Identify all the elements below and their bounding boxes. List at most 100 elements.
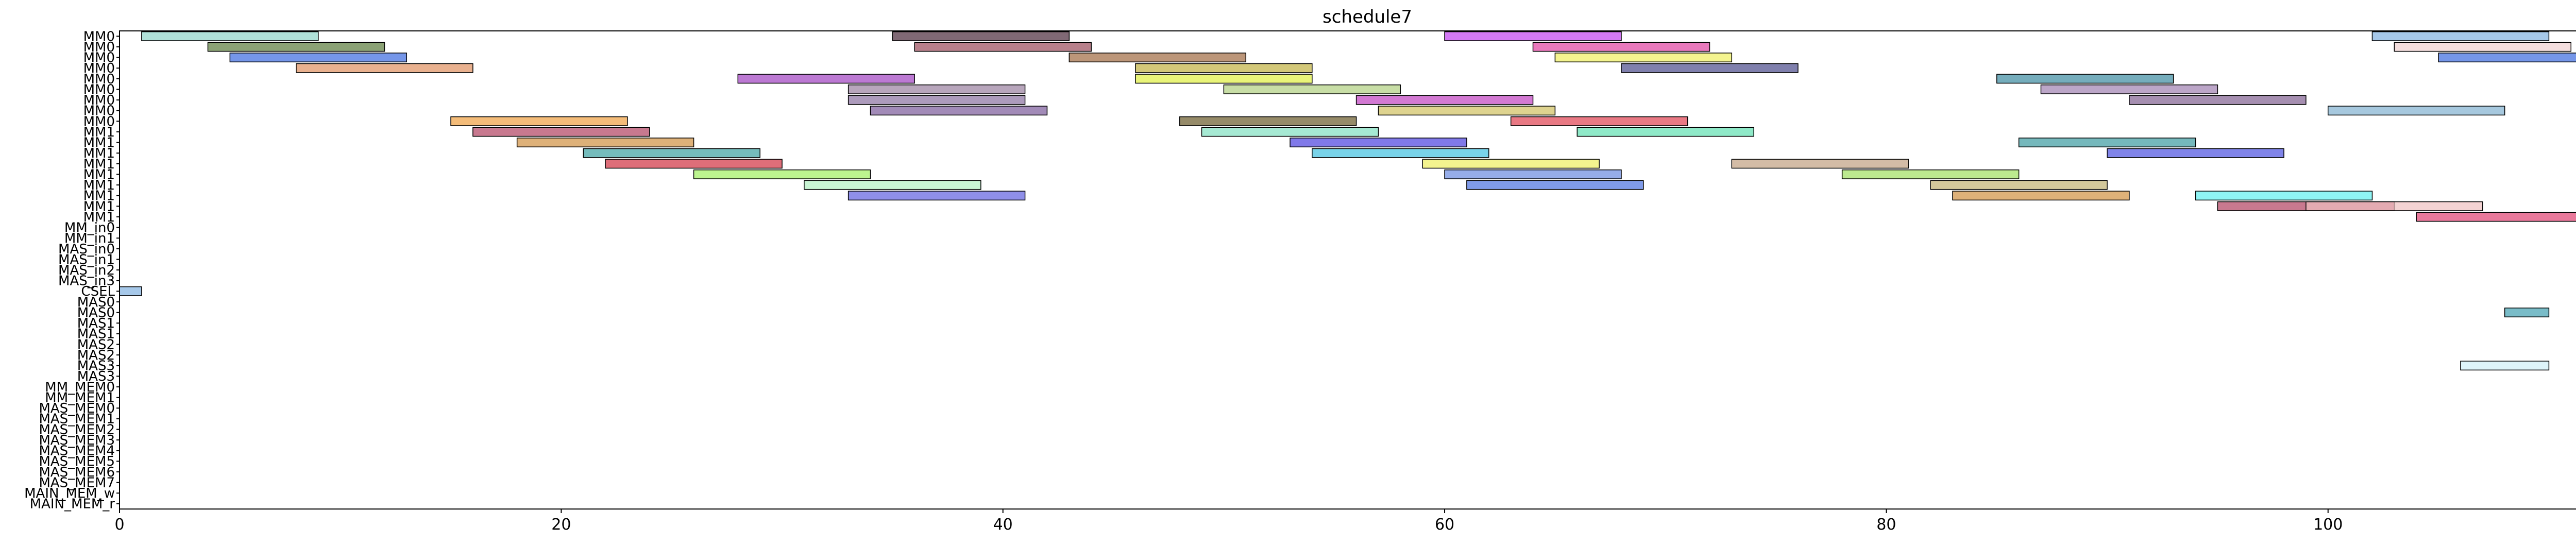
y-tick-label: MAS1 [77, 316, 115, 331]
task-bar [1422, 159, 1600, 169]
task-bar [2460, 361, 2550, 371]
y-tick-label: MAS_MEM3 [39, 433, 115, 448]
task-bar [1841, 169, 2020, 179]
task-bar [1135, 63, 1313, 73]
task-bar [1577, 127, 1754, 137]
x-tick-label: 20 [551, 516, 571, 534]
task-bar [804, 180, 981, 190]
y-tick-label: MAS3 [77, 359, 115, 374]
y-tick-label: MM_MEM0 [45, 380, 115, 395]
task-bar [1290, 138, 1467, 147]
task-bar [848, 95, 1026, 105]
y-tick-label: MM_in1 [64, 231, 115, 246]
y-tick-label: MM1 [83, 157, 115, 172]
plot-frame [119, 30, 2576, 510]
y-tick-label: MAIN_MEM_w [24, 486, 115, 501]
task-bar [1201, 127, 1379, 137]
y-tick-label: MAS_in3 [58, 274, 115, 289]
task-bar [1444, 31, 1622, 41]
x-tick-label: 80 [1876, 516, 1896, 534]
x-tick-label: 60 [1435, 516, 1454, 534]
task-bar [472, 127, 650, 137]
task-bar [119, 286, 142, 296]
y-tick-label: MAS2 [77, 337, 115, 352]
task-bar [141, 31, 319, 41]
task-bar [2438, 53, 2576, 62]
y-tick-label: MM1 [83, 135, 115, 151]
y-tick-label: MAS_MEM5 [39, 454, 115, 469]
y-tick-label: MM_in0 [64, 220, 115, 236]
task-bar [1179, 116, 1357, 126]
task-bar [870, 106, 1048, 116]
y-tick-label: MAIN_MEM_r [30, 497, 115, 512]
task-bar [2371, 31, 2550, 41]
y-tick-label: MM1 [83, 210, 115, 225]
y-tick-label: MM1 [83, 199, 115, 214]
task-bar [1466, 180, 1644, 190]
y-tick-label: MM1 [83, 189, 115, 204]
task-bar [1731, 159, 1909, 169]
y-tick-label: MM0 [83, 50, 115, 66]
y-tick-label: MAS_MEM7 [39, 475, 115, 490]
task-bar [2107, 148, 2284, 158]
y-tick-label: MAS0 [77, 295, 115, 310]
task-bar [693, 169, 871, 179]
y-tick-label: MAS_MEM6 [39, 465, 115, 480]
y-tick-label: MM1 [83, 167, 115, 182]
task-bar [229, 53, 408, 62]
task-bar [1069, 53, 1246, 62]
task-bar [2327, 106, 2505, 116]
task-bar [2129, 95, 2307, 105]
y-tick-label: MAS_in0 [58, 242, 115, 257]
task-bar [207, 42, 385, 52]
x-tick-label: 0 [114, 516, 124, 534]
y-tick-label: MM0 [83, 29, 115, 44]
task-bar [892, 31, 1070, 41]
y-tick-label: MAS_in2 [58, 263, 115, 278]
task-bar [583, 148, 760, 158]
y-tick-label: MAS_in1 [58, 252, 115, 267]
task-bar [516, 138, 694, 147]
task-bar [450, 116, 628, 126]
y-tick-label: MM0 [83, 114, 115, 129]
y-tick-label: CSEL [81, 284, 115, 299]
x-tick-label: 100 [2313, 516, 2343, 534]
task-bar [2195, 191, 2373, 201]
task-bar [1444, 169, 1622, 179]
x-tick-label: 40 [993, 516, 1013, 534]
task-bar [1378, 106, 1556, 116]
task-bar [2040, 84, 2218, 94]
y-tick-label: MAS_MEM4 [39, 444, 115, 459]
y-tick-label: MM1 [83, 178, 115, 193]
y-tick-label: MAS_MEM0 [39, 401, 115, 416]
task-bar [1952, 191, 2130, 201]
task-bar [1510, 116, 1688, 126]
y-tick-label: MM_MEM1 [45, 390, 115, 405]
task-bar [1930, 180, 2108, 190]
task-bars [119, 31, 2576, 371]
task-bar [605, 159, 783, 169]
y-tick-label: MM0 [83, 40, 115, 55]
y-tick-label: MM0 [83, 93, 115, 108]
task-bar [1554, 53, 1733, 62]
task-bar [2306, 201, 2483, 211]
y-tick-label: MM0 [83, 104, 115, 119]
y-tick-label: MM0 [83, 61, 115, 76]
task-bar [914, 42, 1092, 52]
task-bar [296, 63, 473, 73]
y-tick-label: MAS0 [77, 305, 115, 320]
y-tick-label: MM1 [83, 146, 115, 161]
task-bar [1532, 42, 1710, 52]
y-tick-label: MM0 [83, 72, 115, 87]
task-bar [1996, 74, 2174, 84]
task-bar [2416, 212, 2576, 222]
y-tick-label: MM0 [83, 82, 115, 97]
chart-title: schedule7 [1323, 7, 1412, 27]
task-bar [2394, 42, 2572, 52]
task-bar [1355, 95, 1534, 105]
y-tick-label: MM1 [83, 125, 115, 140]
y-tick-label: MAS2 [77, 348, 115, 363]
y-tick-label: MAS_MEM2 [39, 422, 115, 437]
task-bar [1312, 148, 1489, 158]
